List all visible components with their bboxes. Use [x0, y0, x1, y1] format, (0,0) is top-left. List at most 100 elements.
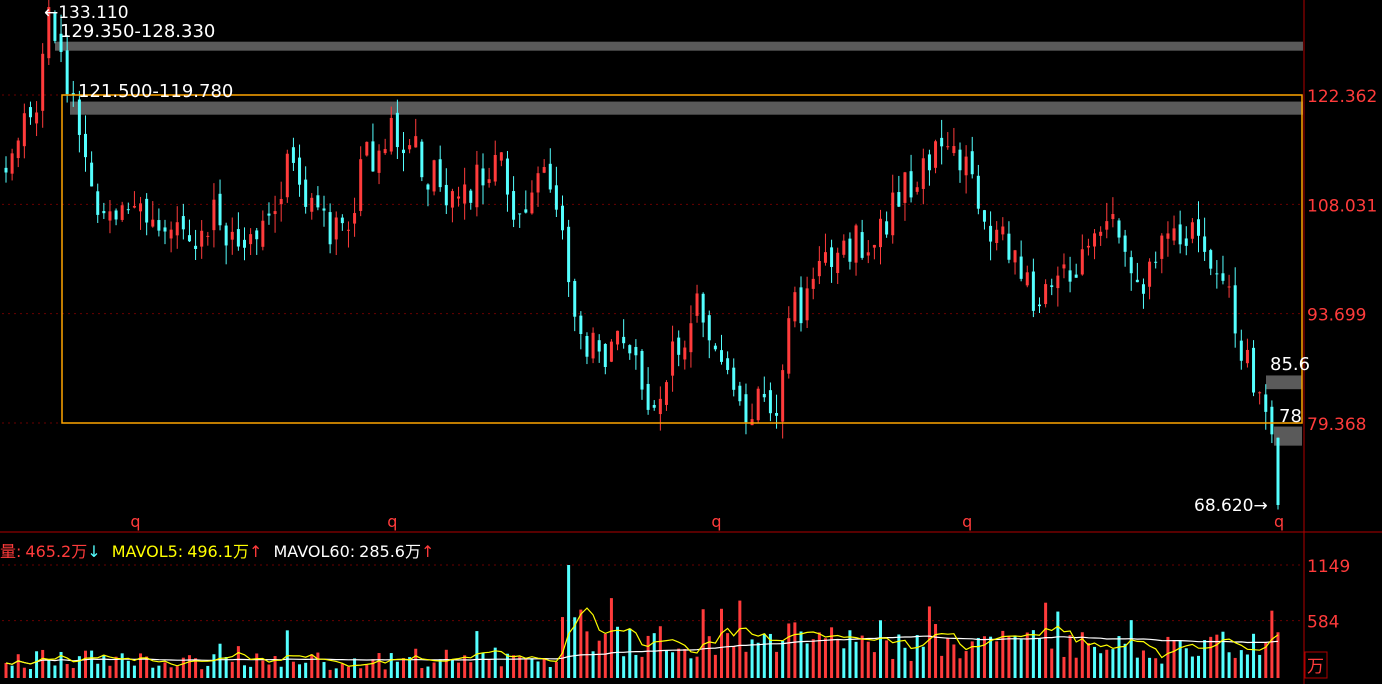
volume-bar — [628, 628, 632, 678]
volume-bar — [872, 652, 876, 678]
candle-up — [842, 240, 846, 255]
volume-bar — [1190, 656, 1194, 678]
volume-bar — [96, 663, 100, 678]
volume-bar — [77, 656, 81, 678]
volume-bar — [505, 653, 509, 678]
candle-down — [775, 413, 779, 416]
volume-bar — [1117, 636, 1121, 678]
candle-down — [4, 167, 8, 173]
volume-bar — [512, 655, 516, 678]
q-marker: q — [962, 512, 972, 531]
candle-down — [640, 350, 644, 390]
volume-bar — [1068, 635, 1072, 678]
candle-down — [126, 209, 130, 211]
volume-bar — [1001, 630, 1005, 678]
candle-up — [389, 117, 393, 152]
volume-bar — [787, 623, 791, 678]
volume-bar — [16, 654, 20, 678]
volume-bar — [1080, 632, 1084, 678]
volume-bar — [1135, 657, 1139, 678]
volume-bar — [444, 649, 448, 678]
volume-bar — [561, 617, 564, 678]
candle-up — [1190, 222, 1194, 239]
volume-bar — [634, 654, 638, 678]
volume-bar — [1019, 639, 1023, 678]
candle-down — [848, 238, 852, 262]
volume-bar — [1184, 648, 1188, 678]
candle-up — [261, 220, 265, 247]
volume-bars — [4, 565, 1280, 678]
candle-down — [744, 394, 748, 423]
mavol5-value: 496.1万 — [187, 542, 249, 561]
volume-bar — [915, 635, 919, 678]
candle-up — [139, 203, 143, 212]
candle-up — [1172, 228, 1176, 241]
volume-unit-label: 万 — [1307, 657, 1324, 677]
candle-down — [518, 213, 522, 215]
volume-bar — [1044, 602, 1048, 678]
candle-down — [567, 226, 571, 283]
volume-bar — [298, 664, 302, 678]
candle-down — [218, 193, 222, 226]
candle-down — [267, 213, 271, 216]
price-zone — [1266, 375, 1302, 390]
price-tick-label: 122.362 — [1307, 87, 1377, 107]
volume-bar — [206, 665, 210, 678]
candle-down — [181, 216, 185, 230]
candle-up — [383, 149, 387, 154]
volume-bar — [175, 666, 179, 678]
candle-up — [805, 288, 809, 321]
candle-up — [683, 347, 687, 360]
volume-bar — [781, 640, 785, 678]
volume-bar — [139, 653, 143, 678]
volume-bar — [1086, 642, 1090, 678]
candle-down — [652, 404, 656, 408]
candle-down — [90, 162, 94, 187]
volume-bar — [793, 622, 797, 678]
candle-up — [664, 382, 668, 405]
zone2-label: 121.500-119.780 — [78, 81, 233, 102]
candle-up — [756, 388, 760, 421]
volume-bar — [1270, 610, 1274, 678]
candle-down — [897, 192, 901, 207]
candle-down — [1184, 238, 1188, 246]
unit-box — [1304, 651, 1328, 679]
candle-up — [132, 205, 136, 208]
candle-up — [346, 229, 350, 231]
candle-up — [151, 219, 155, 227]
candle-down — [603, 343, 607, 367]
q-marker: q — [387, 512, 397, 531]
volume-bar — [989, 636, 993, 678]
volume-bar — [157, 665, 161, 678]
volume-bar — [267, 664, 271, 678]
volume-bar — [469, 662, 473, 678]
volume-bar — [744, 651, 748, 678]
volume-bar — [1093, 646, 1097, 678]
candle-up — [47, 7, 51, 59]
candle-up — [793, 292, 797, 322]
mavol5-arrow-icon: ↑ — [249, 542, 263, 561]
volume-bar — [59, 651, 63, 678]
volume-bar — [995, 641, 999, 678]
candle-up — [169, 229, 173, 239]
candle-down — [438, 159, 442, 188]
candle-up — [175, 222, 179, 236]
candle-up — [359, 159, 363, 211]
volume-bar — [316, 652, 320, 678]
volume-bar — [762, 633, 766, 678]
volume-bar — [732, 646, 736, 678]
candle-up — [836, 252, 840, 274]
candle-down — [1141, 284, 1145, 294]
mavol60-arrow-icon: ↑ — [420, 542, 435, 561]
vol-arrow-icon: ↓ — [87, 542, 101, 561]
volume-bar — [1172, 640, 1176, 678]
candle-up — [530, 192, 534, 214]
mavol60-label: MAVOL60: — [273, 542, 356, 561]
candle-down — [762, 393, 766, 398]
candle-up — [1044, 284, 1048, 305]
volume-bar — [1013, 635, 1017, 678]
volume-bar — [224, 657, 228, 678]
volume-bar — [346, 666, 350, 678]
candle-down — [59, 33, 63, 53]
candle-up — [475, 164, 479, 208]
